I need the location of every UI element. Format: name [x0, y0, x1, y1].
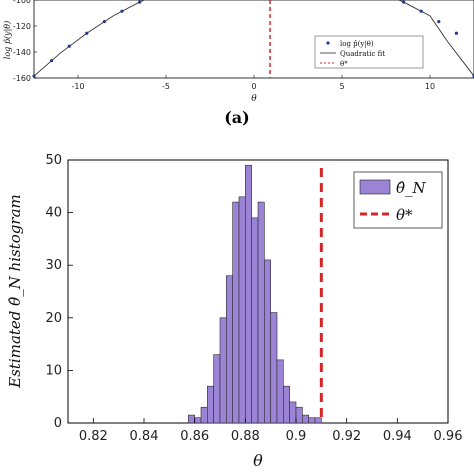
panel-b-x-tick-label: 0.88	[231, 429, 260, 444]
panel-a-x-tick-label: 10	[425, 82, 435, 91]
panel-b-y-tick-label: 10	[45, 363, 62, 378]
panel-a-data-point	[50, 58, 54, 63]
histogram-bar	[245, 164, 252, 424]
panel-a-y-tick-label: -100	[13, 0, 31, 5]
histogram-bar	[188, 414, 195, 424]
histogram-bar	[207, 385, 214, 424]
panel-b-x-tick-label: 0.84	[130, 429, 159, 444]
panel-a-x-tick-label: 0	[251, 82, 256, 91]
legend-entry-theta-hat: θ̂_N	[396, 179, 427, 197]
panel-a-x-tick-label: -10	[71, 82, 84, 91]
histogram-bar	[226, 275, 233, 424]
panel-b-x-tick-label: 0.9	[286, 429, 307, 444]
panel-b-y-tick-label: 50	[45, 153, 62, 168]
panel-a-data-point	[120, 9, 124, 13]
panel-a-data-point	[85, 31, 89, 35]
histogram-bar	[251, 217, 259, 424]
legend-entry-theta-star-b: θ*	[396, 206, 413, 224]
histogram-bar	[264, 259, 271, 424]
panel-a-x-tick-label: -5	[162, 82, 170, 91]
panel-a-data-point	[67, 44, 71, 48]
panel-b-x-tick-label: 0.96	[434, 429, 463, 444]
panel-a-caption: (a)	[224, 108, 250, 127]
panel-b-bars	[188, 164, 322, 424]
panel-b-y-tick-label: 30	[45, 258, 62, 273]
panel-a-legend: log p̂(y|θ) Quadratic fit θ*	[314, 35, 424, 69]
panel-a-y-tick-label: -140	[13, 48, 31, 57]
panel-a-y-ticks: -100 -120 -140 -160	[13, 0, 37, 83]
histogram-bar	[219, 317, 227, 424]
histogram-bar	[302, 414, 309, 424]
histogram-bar	[232, 201, 240, 424]
histogram-bar	[213, 354, 221, 424]
panel-b-x-tick-label: 0.94	[383, 429, 412, 444]
panel-a-data-point	[32, 74, 36, 78]
panel-a-data-point	[402, 0, 406, 4]
panel-a-x-tick-label: 5	[339, 82, 344, 91]
panel-b-y-axis-label: Estimated θ̂_N histogram	[6, 194, 24, 389]
histogram-bar	[308, 417, 316, 424]
histogram-bar	[200, 406, 208, 424]
panel-b-y-tick-label: 0	[54, 416, 62, 431]
panel-a-data-point	[437, 19, 441, 24]
panel-b-y-tick-label: 40	[45, 206, 62, 221]
histogram-bar	[314, 417, 322, 424]
legend-histogram-swatch-icon	[359, 179, 391, 195]
panel-a-series	[32, 0, 474, 78]
panel-b-legend: θ̂_N θ*	[353, 171, 443, 229]
panel-b-y-tick-label: 20	[45, 311, 62, 326]
panel-b-y-ticks: 0 10 20 30 40 50	[45, 153, 73, 431]
panel-b-x-tick-label: 0.86	[180, 429, 209, 444]
panel-a-data-point	[102, 19, 106, 24]
histogram-bar	[257, 201, 265, 424]
histogram-bar	[238, 196, 246, 424]
legend-entry-quadratic-fit: Quadratic fit	[340, 50, 385, 58]
histogram-bar	[276, 359, 284, 424]
panel-a-chart: -100 -120 -140 -160 -10 -5 0 5 10 log p̂(y|θ) θ…	[3, 0, 474, 127]
panel-b-x-axis-label: θ	[253, 451, 263, 470]
panel-a-y-tick-label: -160	[13, 74, 31, 83]
panel-a-data-point	[419, 9, 423, 13]
panel-a-x-axis-label: θ	[251, 94, 257, 104]
legend-entry-log-p: log p̂(y|θ)	[340, 39, 374, 48]
histogram-bar	[283, 385, 290, 424]
panel-b-x-ticks: 0.82 0.84 0.86 0.88 0.9 0.92 0.94 0.96	[79, 418, 463, 444]
panel-b-x-tick-label: 0.82	[79, 429, 108, 444]
panel-b-x-tick-label: 0.92	[332, 429, 361, 444]
legend-marker-icon	[326, 41, 330, 45]
panel-a-quadratic-fit-line	[33, 0, 474, 77]
histogram-bar	[194, 417, 202, 424]
panel-a-x-ticks: -10 -5 0 5 10	[71, 75, 435, 91]
histogram-bar	[295, 406, 303, 424]
panel-a-y-tick-label: -120	[13, 22, 31, 31]
histogram-bar	[289, 401, 297, 424]
legend-entry-theta-star: θ*	[340, 60, 348, 68]
panel-a-data-point	[454, 31, 458, 35]
histogram-bar	[270, 312, 278, 424]
panel-a-y-axis-label: log p̂(y|θ)	[3, 21, 12, 59]
panel-a-data-point	[138, 0, 142, 4]
